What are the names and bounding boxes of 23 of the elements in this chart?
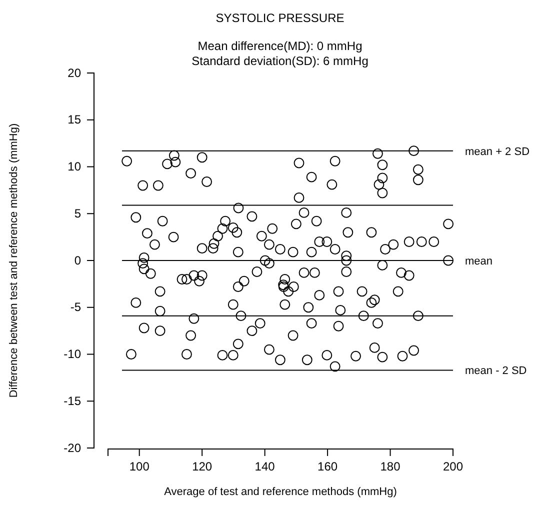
text: Standard deviation(SD): 6 mmHg: [192, 54, 368, 68]
text: Mean difference(MD): 0 mmHg: [198, 39, 362, 53]
x-tick-label: 180: [380, 460, 401, 474]
y-tick-label: 20: [68, 66, 82, 80]
x-tick-label: 140: [254, 460, 276, 474]
y-tick-label: -15: [64, 394, 82, 408]
y-tick-label: 5: [74, 206, 82, 220]
y-tick-label: -20: [64, 440, 82, 455]
y-tick-label: 10: [68, 160, 82, 174]
y-tick-label: -5: [70, 300, 82, 314]
y-tick-label: -10: [64, 347, 82, 362]
y-axis-title: Difference between test and reference methods (mmHg): [8, 123, 20, 398]
ref-line-label: mean - 2 SD: [465, 365, 527, 378]
y-tick-label: 15: [68, 112, 82, 127]
x-axis-title: Average of test and reference methods (mmHg): [164, 486, 397, 498]
x-tick-label: 160: [318, 460, 338, 474]
x-tick-label: 120: [192, 460, 212, 474]
ref-line-label: mean: [465, 256, 493, 268]
x-tick-label: 100: [129, 460, 150, 474]
y-tick-label: 0: [74, 253, 82, 268]
ref-line-label: mean + 2 SD: [465, 146, 530, 158]
chart-title: SYSTOLIC PRESSURE: [216, 11, 344, 25]
x-tick-label: 200: [442, 460, 464, 474]
